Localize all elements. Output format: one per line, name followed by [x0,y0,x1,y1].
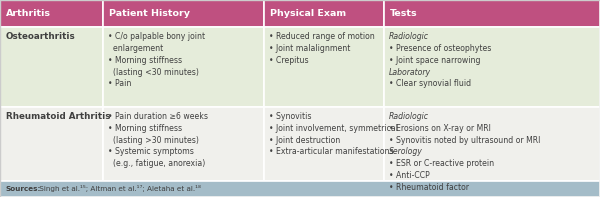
Bar [0,107,103,181]
Text: Physical Exam: Physical Exam [270,9,346,18]
Text: • Reduced range of motion: • Reduced range of motion [269,32,374,41]
Bar [0,27,103,107]
Bar [0,0,103,27]
Text: • C/o palpable bony joint: • C/o palpable bony joint [108,32,205,41]
Text: Laboratory: Laboratory [389,68,431,77]
Bar [0,181,600,197]
Text: Radiologic: Radiologic [389,112,429,121]
Text: • Clear synovial fluid: • Clear synovial fluid [389,79,471,88]
Bar [264,107,384,181]
Text: (e.g., fatigue, anorexia): (e.g., fatigue, anorexia) [108,159,205,168]
Text: • Morning stiffness: • Morning stiffness [108,56,182,65]
Text: Patient History: Patient History [109,9,190,18]
Text: • Extra-articular manifestations: • Extra-articular manifestations [269,147,394,156]
Text: • Rheumatoid factor: • Rheumatoid factor [389,183,469,192]
Text: • ESR or C-reactive protein: • ESR or C-reactive protein [389,159,494,168]
Bar [103,0,264,27]
Text: Osteoarthritis: Osteoarthritis [6,32,76,41]
Bar [384,107,600,181]
Text: Serology: Serology [389,147,422,156]
Text: • Joint space narrowing: • Joint space narrowing [389,56,481,65]
Bar [264,0,384,27]
Text: (lasting >30 minutes): (lasting >30 minutes) [108,136,199,145]
Text: • Morning stiffness: • Morning stiffness [108,124,182,133]
Bar [103,107,264,181]
Text: • Crepitus: • Crepitus [269,56,308,65]
Bar [264,27,384,107]
Text: • Pain duration ≥6 weeks: • Pain duration ≥6 weeks [108,112,208,121]
Text: enlargement: enlargement [108,44,163,53]
Text: • Presence of osteophytes: • Presence of osteophytes [389,44,491,53]
Text: Sources:: Sources: [6,186,41,192]
Text: Singh et al.¹⁵; Altman et al.¹⁷; Aletaha et al.¹⁸: Singh et al.¹⁵; Altman et al.¹⁷; Aletaha… [37,185,201,192]
Text: Radiologic: Radiologic [389,32,429,41]
Text: • Systemic symptoms: • Systemic symptoms [108,147,194,156]
Bar [384,27,600,107]
Text: Arthritis: Arthritis [6,9,51,18]
Text: • Joint destruction: • Joint destruction [269,136,340,145]
Bar [103,27,264,107]
Text: • Joint involvement, symmetrical: • Joint involvement, symmetrical [269,124,398,133]
Text: (lasting <30 minutes): (lasting <30 minutes) [108,68,199,77]
Text: • Pain: • Pain [108,79,131,88]
Text: • Joint malalignment: • Joint malalignment [269,44,350,53]
Text: • Synovitis noted by ultrasound or MRI: • Synovitis noted by ultrasound or MRI [389,136,540,145]
Text: Rheumatoid Arthritis: Rheumatoid Arthritis [6,112,110,121]
Bar [384,0,600,27]
Text: • Synovitis: • Synovitis [269,112,311,121]
Text: • Erosions on X-ray or MRI: • Erosions on X-ray or MRI [389,124,491,133]
Text: Tests: Tests [390,9,418,18]
Text: • Anti-CCP: • Anti-CCP [389,171,430,180]
